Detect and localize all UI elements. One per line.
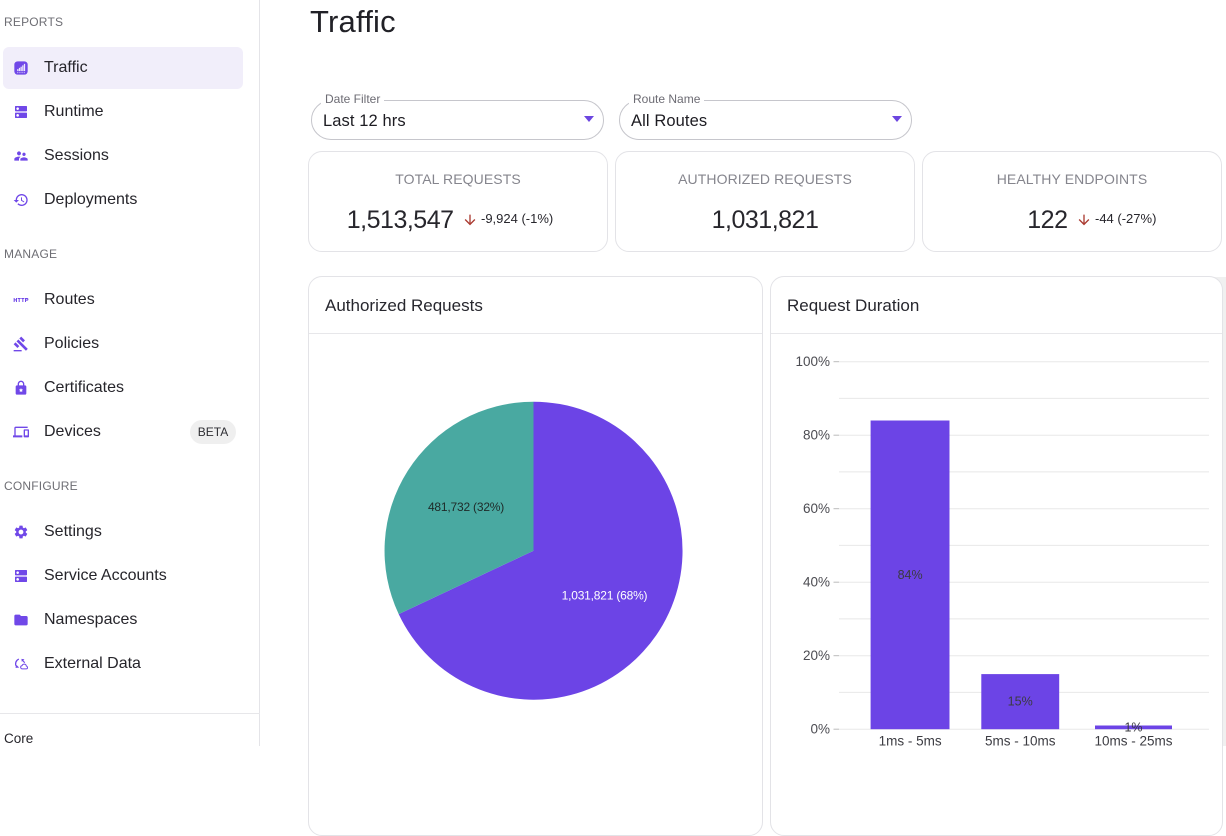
svg-text:84%: 84% [898,568,923,582]
svg-text:0%: 0% [810,722,830,737]
svg-text:100%: 100% [795,354,830,369]
svg-text:80%: 80% [803,428,830,443]
svg-text:1%: 1% [1124,720,1142,734]
svg-text:5ms - 10ms: 5ms - 10ms [985,734,1056,749]
svg-text:10ms - 25ms: 10ms - 25ms [1094,734,1172,749]
svg-text:15%: 15% [1008,695,1033,709]
svg-text:40%: 40% [803,575,830,590]
svg-text:60%: 60% [803,501,830,516]
svg-text:1ms - 5ms: 1ms - 5ms [879,734,942,749]
svg-text:1,031,821 (68%): 1,031,821 (68%) [562,589,648,603]
svg-text:481,732 (32%): 481,732 (32%) [428,500,504,514]
svg-text:20%: 20% [803,648,830,663]
